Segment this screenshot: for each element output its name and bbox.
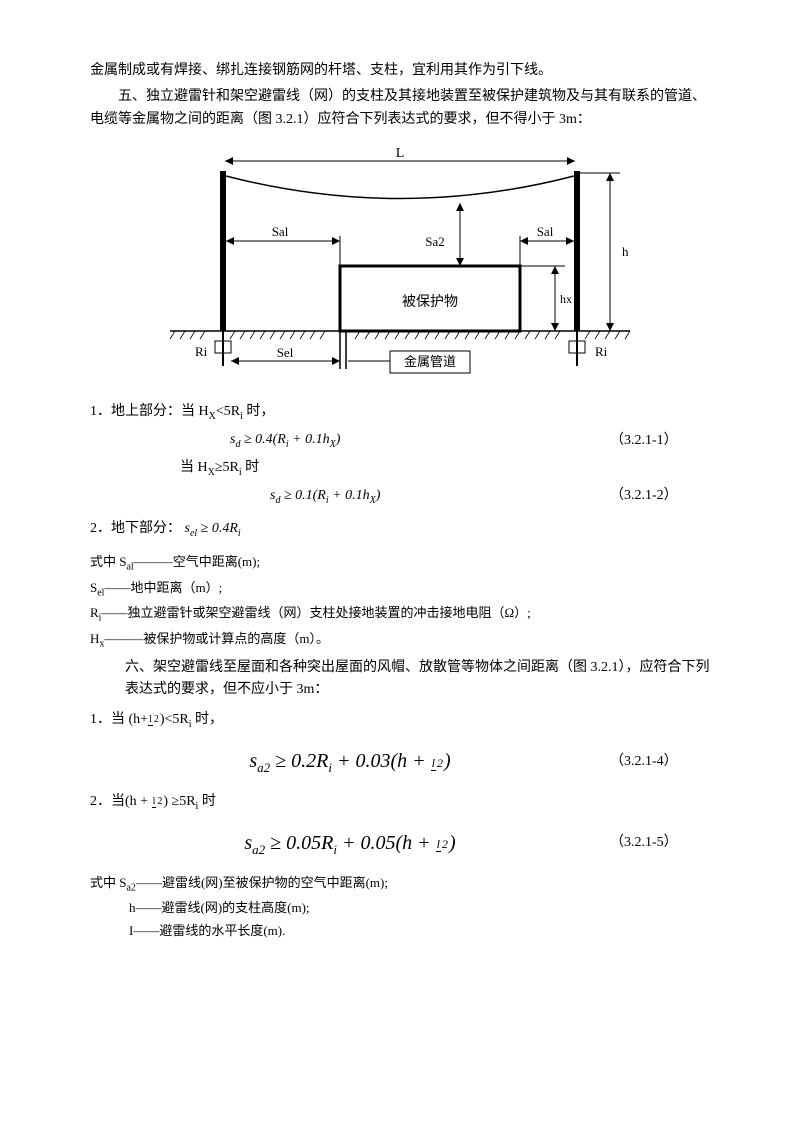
diagram-sel: Sel: [277, 345, 294, 360]
def2-i: I——避雷线的水平长度(m).: [90, 921, 710, 942]
def-sal: 式中 Sal———空气中距离(m);: [90, 552, 710, 576]
formula-5: sa2 ≥ 0.05Ri + 0.05(h + l2) （3.2.1-5）: [90, 827, 710, 861]
formula-1: sd ≥ 0.4(Ri + 0.1hX) （3.2.1-1）: [90, 429, 710, 453]
diagram-sa2: Sa2: [425, 234, 445, 249]
diagram-L: L: [396, 146, 405, 161]
sec2-title: 2．地下部分： sel ≥ 0.4Ri: [90, 518, 710, 542]
diagram-sal-left: Sal: [272, 224, 289, 239]
protection-diagram: L 被保护物 Sal: [160, 141, 640, 391]
sec-b2-title: 2．当(h + l2) ≥5Ri 时: [90, 791, 710, 815]
diagram-sal-right: Sal: [537, 224, 554, 239]
intro-line2: 五、独立避雷针和架空避雷线（网）的支柱及其接地装置至被保护建筑物及与其有联系的管…: [90, 86, 710, 131]
diagram-protected: 被保护物: [402, 294, 458, 310]
diagram-ri-right: Ri: [595, 344, 608, 359]
def-hx: Hx———被保护物或计算点的高度（m）。: [90, 629, 710, 653]
def2-h: h——避雷线(网)的支柱高度(m);: [90, 898, 710, 919]
sec1-cond2: 当 HX≥5Ri 时: [90, 457, 710, 481]
formula-4: sa2 ≥ 0.2Ri + 0.03(h + l2) （3.2.1-4）: [90, 745, 710, 779]
def-sel: Sel——地中距离（m）;: [90, 578, 710, 602]
formula-2: sd ≥ 0.1(Ri + 0.1hX) （3.2.1-2）: [90, 485, 710, 509]
def-ri: Ri——独立避雷针或架空避雷线（网）支柱处接地装置的冲击接地电阻（Ω）;: [90, 603, 710, 627]
sec1-title: 1．地上部分：当 HX<5Ri 时，: [90, 401, 710, 425]
sec6-text: 六、架空避雷线至屋面和各种突出屋面的风帽、放散管等物体之间距离（图 3.2.1）…: [90, 657, 710, 702]
diagram-hx: hx: [560, 292, 572, 306]
diagram-ri-left: Ri: [195, 344, 208, 359]
sec-b1-title: 1．当 (h+l2)<5Ri 时，: [90, 709, 710, 733]
diagram-pipe: 金属管道: [404, 354, 456, 369]
def2-sa2: 式中 Sa2——避雷线(网)至被保护物的空气中距离(m);: [90, 873, 710, 897]
diagram-h: h: [622, 244, 629, 259]
intro-line1: 金属制成或有焊接、绑扎连接钢筋网的杆塔、支柱，宜利用其作为引下线。: [90, 60, 710, 82]
